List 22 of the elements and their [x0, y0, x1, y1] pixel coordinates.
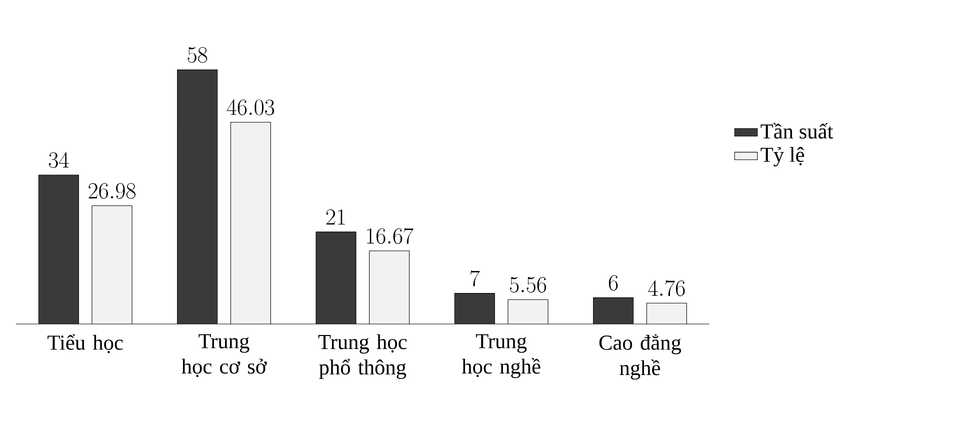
data-label: 16.67 [367, 228, 414, 244]
legend-label: Tỷ lệ [760, 146, 804, 166]
bar [177, 70, 218, 324]
legend-label: Tần suất [760, 122, 834, 139]
data-label: 26.98 [88, 183, 136, 199]
data-label: 6 [608, 275, 618, 291]
bar [38, 174, 79, 324]
x-tick-label: Trung học phổ thông [318, 334, 407, 379]
data-label: 21 [326, 209, 345, 225]
data-label: 7 [470, 270, 480, 286]
data-label: 5.56 [510, 277, 546, 293]
x-tick-label: Cao đẳng nghề [599, 334, 682, 380]
bar [316, 232, 356, 324]
data-label: 34 [48, 152, 69, 168]
x-tick-label: Trung học cơ sở [182, 334, 267, 378]
bar [593, 297, 634, 324]
bar [454, 293, 495, 324]
data-label: 4.76 [648, 280, 685, 296]
data-label: 46.03 [226, 99, 274, 116]
data-label: 58 [188, 47, 208, 63]
x-tick-label: Tiểu học [48, 334, 123, 354]
x-tick-label: Trung học nghề [462, 334, 540, 378]
